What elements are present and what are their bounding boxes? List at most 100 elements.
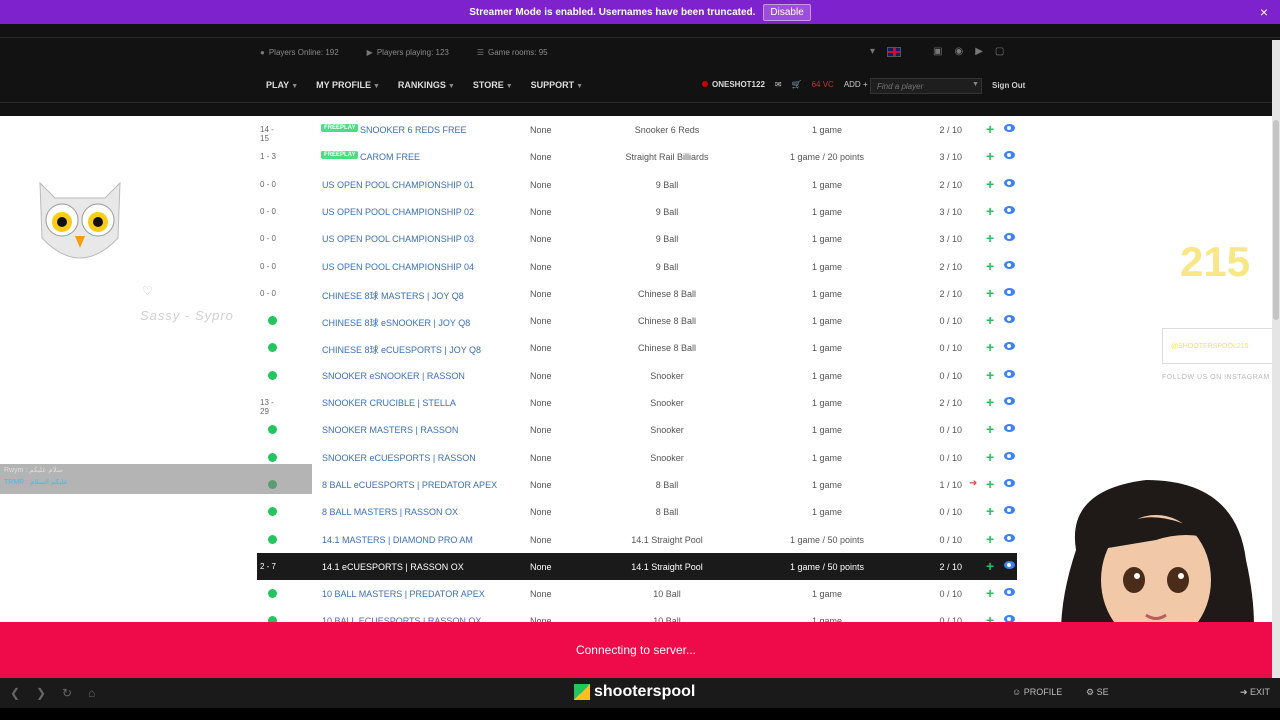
- watch-room-icon[interactable]: [1004, 615, 1015, 624]
- scrollbar-thumb[interactable]: [1273, 120, 1279, 320]
- watch-room-icon[interactable]: [1004, 178, 1015, 187]
- join-room-icon[interactable]: +: [986, 421, 995, 438]
- join-room-icon[interactable]: +: [986, 366, 995, 383]
- nav-my-profile[interactable]: MY PROFILE ▼: [316, 80, 380, 90]
- join-room-icon[interactable]: +: [986, 312, 995, 329]
- exit-link[interactable]: ➜ EXIT: [1240, 687, 1271, 697]
- room-name-link[interactable]: SNOOKER 6 REDS FREE: [360, 125, 467, 135]
- nav-store[interactable]: STORE ▼: [472, 80, 513, 90]
- join-room-icon[interactable]: +: [986, 339, 995, 356]
- sign-out-link[interactable]: Sign Out: [992, 81, 1026, 90]
- watch-room-icon[interactable]: [1004, 478, 1015, 487]
- join-room-icon[interactable]: +: [986, 257, 995, 274]
- watch-room-icon[interactable]: [1004, 205, 1015, 214]
- room-name-link[interactable]: US OPEN POOL CHAMPIONSHIP 03: [322, 234, 475, 245]
- leave-room-icon[interactable]: ➜: [969, 477, 978, 489]
- table-row[interactable]: 1 - 3 FREEPLAY CAROM FREE None Straight Rail…: [257, 143, 1017, 170]
- table-row[interactable]: 13 - 29 SNOOKER CRUCIBLE | STELLA None Snoo…: [257, 389, 1017, 416]
- table-row[interactable]: 8 BALL MASTERS | RASSON OX None 8 Ball 1 ga…: [257, 498, 1017, 525]
- back-icon[interactable]: ❮: [10, 686, 21, 700]
- nav-support[interactable]: SUPPORT ▼: [530, 80, 584, 90]
- cart-icon[interactable]: 🛒: [791, 80, 802, 89]
- join-room-icon[interactable]: +: [986, 284, 995, 301]
- table-row[interactable]: CHINESE 8球 eCUESPORTS | JOY Q8 None Chines…: [257, 334, 1017, 361]
- join-room-icon[interactable]: +: [986, 448, 995, 465]
- join-room-icon[interactable]: +: [986, 557, 995, 574]
- watch-room-icon[interactable]: [1004, 233, 1015, 242]
- table-row[interactable]: SNOOKER eCUESPORTS | RASSON None Snooker 1 …: [257, 444, 1017, 471]
- watch-room-icon[interactable]: [1004, 369, 1015, 378]
- watch-room-icon[interactable]: [1004, 151, 1015, 160]
- join-room-icon[interactable]: +: [986, 394, 995, 410]
- room-name-link[interactable]: 14.1 eCUESPORTS | RASSON OX: [322, 561, 464, 572]
- room-name-link[interactable]: 10 BALL ECUESPORTS | RASSON OX: [322, 616, 482, 624]
- watch-room-icon[interactable]: [1004, 260, 1015, 269]
- chevron-down-icon[interactable]: ▼: [972, 81, 979, 88]
- room-name-link[interactable]: SNOOKER CRUCIBLE | STELLA: [322, 398, 456, 408]
- watch-room-icon[interactable]: [1004, 451, 1015, 460]
- watch-room-icon[interactable]: [1004, 506, 1015, 515]
- watch-room-icon[interactable]: [1004, 315, 1015, 324]
- username-link[interactable]: ONESHOT122: [702, 80, 765, 89]
- watch-room-icon[interactable]: [1004, 124, 1015, 132]
- table-row[interactable]: SNOOKER MASTERS | RASSON None Snooker 1 gam…: [257, 416, 1017, 443]
- settings-link[interactable]: ⚙ SE: [1086, 687, 1109, 697]
- room-name-link[interactable]: 8 BALL MASTERS | RASSON OX: [322, 507, 459, 518]
- watch-room-icon[interactable]: [1004, 342, 1015, 351]
- join-room-icon[interactable]: +: [986, 230, 995, 247]
- room-name-link[interactable]: US OPEN POOL CHAMPIONSHIP 01: [322, 179, 475, 190]
- table-row[interactable]: 2 - 7 14.1 eCUESPORTS | RASSON OX None 14.1…: [257, 552, 1017, 580]
- room-name-link[interactable]: US OPEN POOL CHAMPIONSHIP 02: [322, 206, 475, 217]
- table-row[interactable]: SNOOKER eSNOOKER | RASSON None Snooker 1 ga…: [257, 362, 1017, 389]
- room-name-link[interactable]: US OPEN POOL CHAMPIONSHIP 04: [322, 261, 475, 272]
- table-row[interactable]: 8 BALL eCUESPORTS | PREDATOR APEX None 8 B…: [257, 471, 1017, 498]
- table-row[interactable]: 0 - 0 US OPEN POOL CHAMPIONSHIP 02 None 9 B…: [257, 198, 1017, 225]
- table-row[interactable]: 14.1 MASTERS | DIAMOND PRO AM None 14.1 St…: [257, 526, 1017, 553]
- mail-icon[interactable]: ✉: [774, 80, 782, 89]
- join-room-icon[interactable]: +: [986, 585, 995, 602]
- youtube-icon[interactable]: ▶: [975, 46, 983, 57]
- watch-room-icon[interactable]: [1004, 560, 1015, 569]
- room-name-link[interactable]: SNOOKER MASTERS | RASSON: [322, 425, 459, 436]
- table-row[interactable]: 0 - 0 CHINESE 8球 MASTERS | JOY Q8 None Chin…: [257, 280, 1017, 307]
- join-room-icon[interactable]: +: [986, 202, 995, 219]
- join-room-icon[interactable]: +: [986, 530, 995, 547]
- join-room-icon[interactable]: +: [986, 175, 995, 192]
- table-row[interactable]: 10 BALL MASTERS | PREDATOR APEX None 10 Ba…: [257, 580, 1017, 607]
- room-name-link[interactable]: 8 BALL eCUESPORTS | PREDATOR APEX: [322, 479, 498, 490]
- disable-streamer-mode-button[interactable]: Disable: [763, 3, 811, 21]
- add-currency-button[interactable]: ADD +: [843, 80, 868, 89]
- reload-icon[interactable]: ↻: [62, 686, 73, 700]
- room-name-link[interactable]: CAROM FREE: [360, 152, 421, 163]
- room-name-link[interactable]: 14.1 MASTERS | DIAMOND PRO AM: [322, 534, 473, 545]
- forward-icon[interactable]: ❯: [36, 686, 47, 700]
- table-row[interactable]: 10 BALL ECUESPORTS | RASSON OX None 10 Bal…: [257, 607, 1017, 624]
- watch-room-icon[interactable]: [1004, 588, 1015, 597]
- profile-link[interactable]: ☺ PROFILE: [1012, 687, 1063, 697]
- page-scrollbar[interactable]: [1272, 40, 1280, 678]
- vk-icon[interactable]: ▢: [994, 46, 1005, 57]
- watch-room-icon[interactable]: [1004, 424, 1015, 433]
- nav-rankings[interactable]: RANKINGS ▼: [397, 80, 455, 90]
- language-caret-icon[interactable]: ▾: [870, 46, 876, 57]
- join-room-icon[interactable]: +: [986, 475, 995, 492]
- close-icon[interactable]: ×: [1259, 4, 1268, 20]
- watch-room-icon[interactable]: [1004, 397, 1015, 405]
- room-name-link[interactable]: CHINESE 8球 eCUESPORTS | JOY Q8: [322, 345, 482, 356]
- join-room-icon[interactable]: +: [986, 121, 995, 137]
- table-row[interactable]: 14 - 15 FREEPLAY SNOOKER 6 REDS FREE None Sn…: [257, 116, 1017, 143]
- watch-room-icon[interactable]: [1004, 533, 1015, 542]
- watch-room-icon[interactable]: [1004, 287, 1015, 296]
- instagram-icon[interactable]: ◉: [954, 46, 964, 57]
- find-player-input[interactable]: [870, 78, 982, 94]
- room-name-link[interactable]: 10 BALL MASTERS | PREDATOR APEX: [322, 589, 485, 600]
- room-name-link[interactable]: CHINESE 8球 eSNOOKER | JOY Q8: [322, 318, 471, 329]
- nav-play[interactable]: PLAY ▼: [266, 80, 299, 90]
- facebook-icon[interactable]: ▣: [933, 46, 943, 57]
- join-room-icon[interactable]: +: [986, 612, 995, 624]
- table-row[interactable]: CHINESE 8球 eSNOOKER | JOY Q8 None Chinese …: [257, 307, 1017, 334]
- room-name-link[interactable]: SNOOKER eSNOOKER | RASSON: [322, 370, 465, 381]
- room-name-link[interactable]: SNOOKER eCUESPORTS | RASSON: [322, 452, 476, 463]
- join-room-icon[interactable]: +: [986, 148, 995, 165]
- room-name-link[interactable]: CHINESE 8球 MASTERS | JOY Q8: [322, 290, 464, 301]
